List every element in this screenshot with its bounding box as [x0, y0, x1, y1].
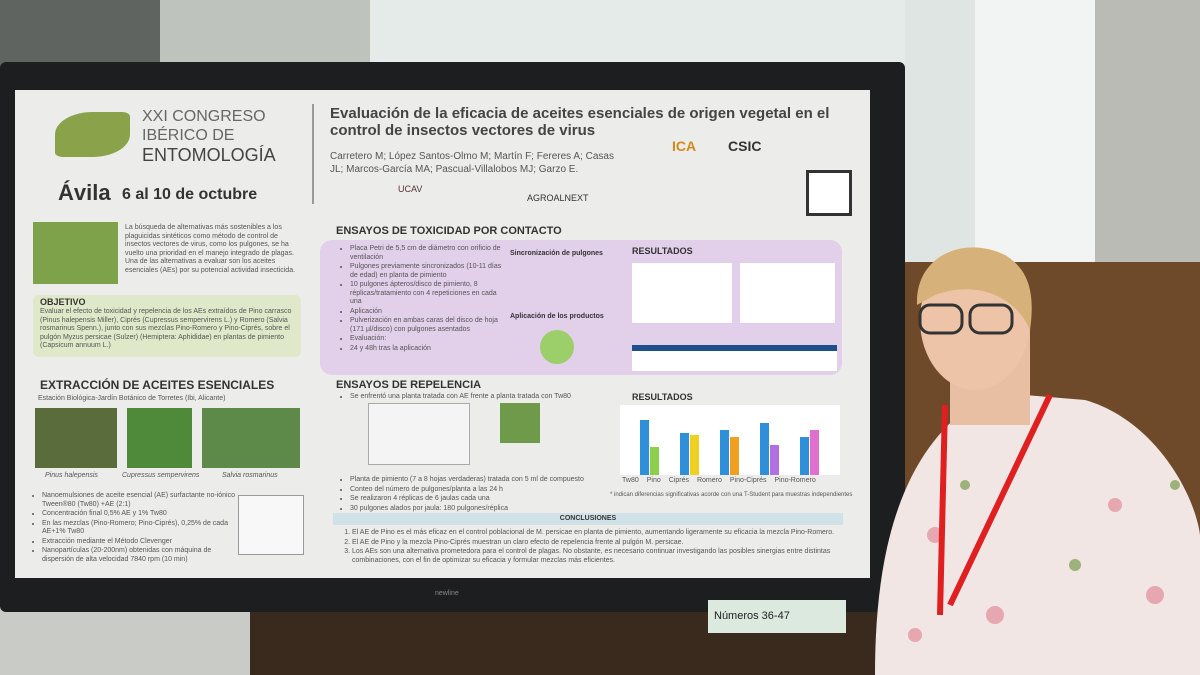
list-item: Romero — [696, 477, 722, 484]
heading: ENSAYOS DE REPELENCIA — [336, 379, 482, 391]
wall — [160, 0, 370, 70]
photo — [33, 222, 118, 284]
congress-line: IBÉRICO DE — [142, 127, 235, 144]
window — [905, 0, 975, 265]
list-item: Extracción mediante el Método Clevenger — [42, 538, 242, 547]
note: * indican diferencias significativas aco… — [610, 492, 853, 498]
objective-text: Evaluar el efecto de toxicidad y repelen… — [40, 308, 292, 349]
list-item: Pino — [646, 477, 661, 484]
screen-brand: newline — [435, 590, 459, 597]
heading: OBJETIVO — [40, 297, 86, 307]
divider — [312, 104, 314, 204]
chart-image — [620, 405, 840, 475]
authors: Carretero M; López Santos-Olmo M; Martín… — [330, 151, 614, 175]
column — [975, 0, 1095, 265]
dates: 6 al 10 de octubre — [122, 186, 258, 203]
butterfly-logo — [55, 112, 130, 157]
bullet-list: Se enfrentó una planta tratada con AE fr… — [340, 393, 640, 403]
heading: ENSAYOS DE TOXICIDAD POR CONTACTO — [336, 225, 562, 237]
heading: RESULTADOS — [632, 392, 693, 402]
list-item: En las mezclas (Pino-Romero; Pino-Ciprés… — [42, 520, 242, 537]
list-item: Pulgones previamente sincronizados (10-1… — [350, 263, 510, 280]
qr-code — [806, 170, 852, 216]
person — [875, 247, 1200, 675]
list-item: 24 y 48h tras la aplicación — [350, 345, 510, 354]
list-item: El AE de Pino es el más eficaz en el con… — [352, 529, 857, 538]
list-item: Conteo del número de pulgones/planta a l… — [350, 486, 640, 495]
legend: Tw80 Pino Ciprés Romero Pino-Ciprés Pino-Rome… — [622, 477, 816, 486]
wall — [1095, 0, 1200, 265]
table-image — [632, 345, 837, 371]
species: Cupressus sempervirens — [122, 472, 200, 479]
logo: CSIC — [728, 138, 762, 154]
subheading: Sincronización de pulgones — [510, 250, 603, 257]
list-item: Ciprés — [668, 477, 689, 484]
petri-dish — [540, 330, 574, 364]
location: Estación Biológica-Jardín Botánico de To… — [38, 395, 226, 402]
species: Pinus halepensis — [45, 472, 98, 479]
photo — [500, 403, 540, 443]
objective-box — [33, 295, 301, 357]
logo: UCAV — [398, 184, 423, 194]
congress-line: ENTOMOLOGÍA — [142, 145, 276, 165]
list-item: Los AEs son una alternativa prometedora … — [352, 548, 857, 565]
sign: Números 36-47 — [708, 600, 846, 633]
chart-image — [632, 263, 732, 323]
list-item: Nanoemulsiones de aceite esencial (AE) s… — [42, 492, 242, 509]
list-item: Pulverización en ambas caras del disco d… — [350, 317, 510, 334]
bullet-list: Planta de pimiento (7 a 8 hojas verdader… — [340, 476, 640, 514]
list-item: 30 pulgones alados por jaula: 180 pulgon… — [350, 505, 640, 514]
bullet-list: Placa Petri de 5,5 cm de diámetro con or… — [340, 245, 510, 354]
list-item: Pino-Romero — [774, 477, 816, 484]
conclusions: El AE de Pino es el más eficaz en el con… — [340, 529, 857, 566]
subheading: Aplicación de los productos — [510, 313, 604, 320]
list-item: Aplicación — [350, 308, 510, 317]
list-item: Evaluación: — [350, 335, 510, 344]
list-item: Se realizaron 4 réplicas de 6 jaulas cad… — [350, 495, 640, 504]
logo: ICA — [672, 138, 697, 154]
heading: RESULTADOS — [632, 246, 693, 256]
city: Ávila — [58, 180, 111, 205]
heading: EXTRACCIÓN DE ACEITES ESENCIALES — [40, 378, 275, 392]
list-item: Concentración final 0,5% AE y 1% Tw80 — [42, 510, 242, 519]
list-item: Pino-Ciprés — [729, 477, 767, 484]
diagram — [238, 495, 304, 555]
photo — [202, 408, 300, 468]
chart-image — [740, 263, 835, 323]
window — [370, 0, 970, 70]
logo: AGROALNEXT — [527, 193, 589, 203]
bullet-list: Nanoemulsiones de aceite esencial (AE) s… — [32, 492, 242, 565]
list-item: Planta de pimiento (7 a 8 hojas verdader… — [350, 476, 640, 485]
photo — [35, 408, 117, 468]
list-item: Tw80 — [622, 477, 639, 484]
list-item: El AE de Pino y la mezcla Pino-Ciprés mu… — [352, 539, 857, 548]
congress-line: XXI CONGRESO — [142, 108, 266, 125]
cage-image — [368, 403, 470, 465]
intro: La búsqueda de alternativas más sostenib… — [125, 224, 296, 274]
photo — [127, 408, 192, 468]
wall — [0, 0, 160, 70]
list-item: Nanopartículas (20-200nm) obtenidas con … — [42, 547, 242, 564]
list-item: Se enfrentó una planta tratada con AE fr… — [350, 393, 640, 402]
poster-title: Evaluación de la eficacia de aceites ese… — [330, 105, 830, 139]
heading: CONCLUSIONES — [333, 513, 843, 525]
list-item: 10 pulgones ápteros/disco de pimiento, 8… — [350, 281, 510, 307]
species: Salvia rosmarinus — [222, 472, 278, 479]
list-item: Placa Petri de 5,5 cm de diámetro con or… — [350, 245, 510, 262]
